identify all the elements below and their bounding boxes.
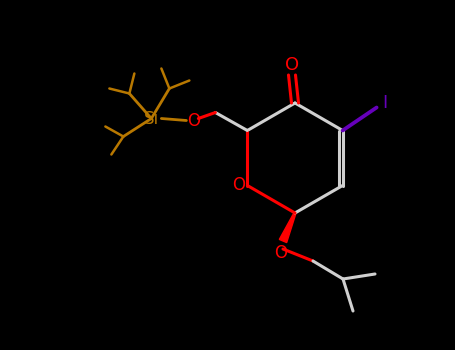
Text: O: O [187, 112, 200, 130]
Text: O: O [232, 176, 245, 195]
Text: Si: Si [144, 110, 159, 127]
Polygon shape [279, 212, 296, 243]
Text: O: O [285, 56, 299, 74]
Text: I: I [382, 93, 387, 112]
Text: O: O [274, 244, 288, 262]
